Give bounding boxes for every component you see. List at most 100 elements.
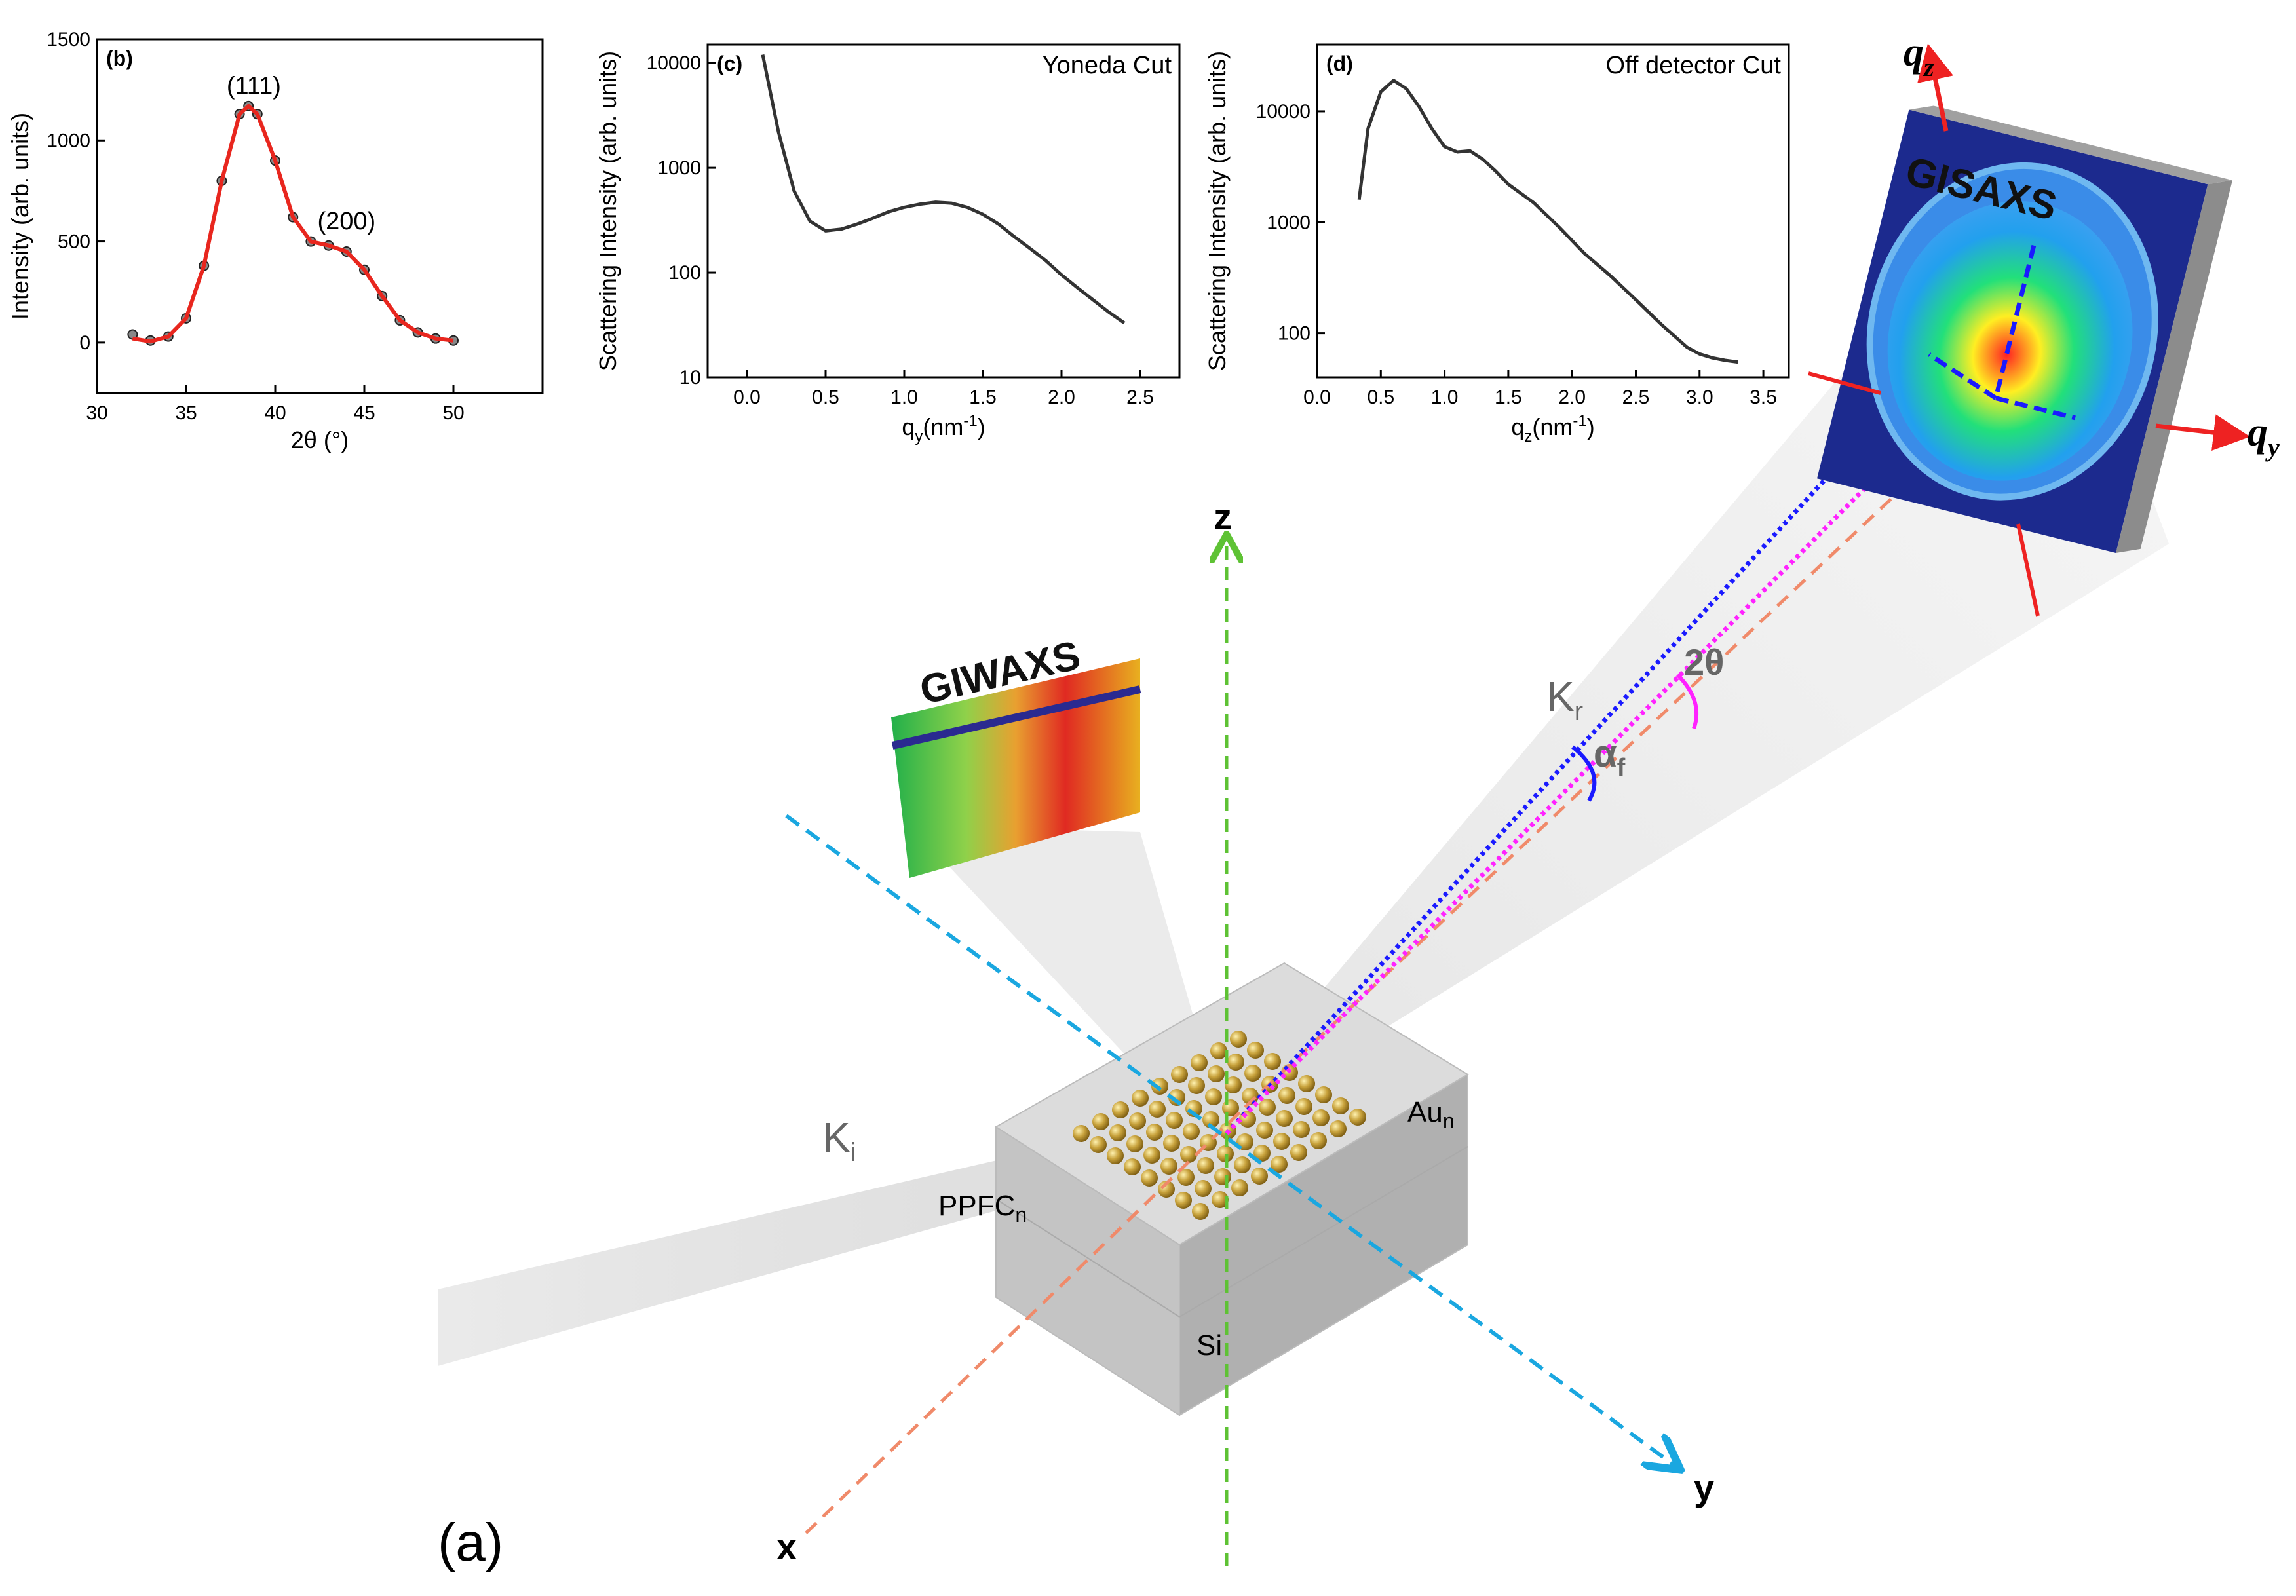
nanoparticle — [1273, 1133, 1290, 1150]
y-tick-label: 1500 — [47, 29, 90, 50]
y-axis-title: Scattering Intensity (arb. units) — [1204, 51, 1231, 371]
nanoparticle — [1109, 1124, 1126, 1141]
nanoparticle — [1225, 1076, 1242, 1093]
nanoparticle — [1256, 1122, 1273, 1139]
y-tick-label: 500 — [58, 231, 90, 253]
x-tick-label: 30 — [86, 402, 107, 424]
nanoparticle — [1332, 1097, 1349, 1114]
nanoparticle — [1208, 1065, 1225, 1082]
two-theta-beam — [1225, 411, 1942, 1135]
y-tick-label: 10000 — [1256, 101, 1311, 123]
qy-axis-arrow — [2155, 414, 2250, 451]
chart-panel-c: 0.0 0.5 1.0 1.5 2.0 2.5 10 100 1000 10000 qy(nm-1)… — [594, 43, 1181, 446]
ppfc-label: PPFCn — [938, 1190, 1027, 1226]
nanoparticle — [1073, 1125, 1090, 1142]
series-line-offdetector — [1357, 79, 1738, 364]
x-tick-label: 35 — [175, 402, 197, 424]
nanoparticle — [1315, 1086, 1332, 1103]
nanoparticle — [1195, 1180, 1212, 1197]
nanoparticle — [1293, 1121, 1310, 1138]
nanoparticle — [1192, 1203, 1209, 1220]
nanoparticle — [1349, 1109, 1366, 1126]
x-axis-title: 2θ (°) — [291, 427, 349, 453]
nanoparticle — [1259, 1099, 1276, 1116]
y-tick-label: 1000 — [47, 130, 90, 151]
x-tick-label: 0.5 — [812, 387, 839, 408]
x-tick-label: 0.0 — [1303, 387, 1331, 408]
nanoparticle — [1171, 1066, 1188, 1083]
y-tick-label: 10000 — [647, 52, 701, 74]
nanoparticle — [1312, 1109, 1330, 1126]
nanoparticle — [1175, 1192, 1192, 1209]
nanoparticle — [1092, 1113, 1109, 1130]
x-axis-title: qz(nm-1) — [1511, 412, 1594, 446]
y-tick-label: 1000 — [657, 157, 701, 179]
nanoparticle — [1295, 1098, 1312, 1115]
nanoparticle — [1168, 1089, 1185, 1106]
nanoparticle — [1205, 1088, 1222, 1105]
qy-label: qy — [2248, 410, 2280, 462]
nanoparticle — [1330, 1120, 1347, 1137]
ki-label: Ki — [822, 1114, 856, 1167]
peak-annotation: (200) — [317, 208, 375, 235]
x-tick-label: 1.0 — [1431, 387, 1459, 408]
y-tick-label: 100 — [668, 262, 701, 284]
x-tick-label: 2.0 — [1048, 387, 1075, 408]
x-tick-label: 50 — [442, 402, 464, 424]
panel-label: (d) — [1326, 52, 1353, 75]
plot-frame — [1316, 43, 1790, 379]
nanoparticle — [1149, 1101, 1166, 1118]
nanoparticle — [1129, 1112, 1146, 1130]
nanoparticle — [1166, 1112, 1183, 1129]
plot-frame — [706, 43, 1181, 379]
x-tick-label: 2.0 — [1558, 387, 1586, 408]
x-axis-label: x — [776, 1526, 797, 1567]
nanoparticle — [1253, 1145, 1271, 1162]
qz-axis-arrow — [1917, 43, 1953, 132]
nanoparticle — [1177, 1169, 1195, 1186]
y-axis — [785, 814, 1677, 1468]
nanoparticle — [1188, 1077, 1205, 1094]
x-tick-label: 2.5 — [1622, 387, 1650, 408]
nanoparticle — [1247, 1042, 1264, 1059]
kr-label: Kr — [1546, 673, 1583, 726]
nanoparticle — [1163, 1135, 1180, 1152]
nanoparticle — [1212, 1191, 1229, 1208]
nanoparticle — [1112, 1101, 1129, 1118]
nanoparticle — [1090, 1136, 1107, 1153]
x-tick-label: 3.5 — [1750, 387, 1777, 408]
nanoparticle — [1230, 1031, 1247, 1048]
nanoparticle — [1264, 1053, 1281, 1070]
nanoparticle — [1141, 1169, 1158, 1187]
y-tick-label: 1000 — [1267, 212, 1311, 233]
nanoparticle — [1197, 1157, 1214, 1174]
x-tick-label: 45 — [353, 402, 375, 424]
x-tick-label: 1.5 — [969, 387, 997, 408]
figure-label-a: (a) — [438, 1513, 503, 1572]
x-axis-title: qy(nm-1) — [902, 412, 985, 446]
nanoparticle — [1143, 1147, 1160, 1164]
nanoparticle — [1298, 1075, 1315, 1092]
two-theta-label: 2θ — [1684, 641, 1724, 683]
nanoparticle — [1158, 1181, 1175, 1198]
nanoparticle — [1214, 1168, 1231, 1185]
nanoparticle — [1126, 1135, 1143, 1152]
nanoparticle — [1151, 1078, 1168, 1095]
alpha-f-label: αf — [1594, 732, 1626, 782]
z-axis-label: z — [1214, 496, 1232, 537]
nanoparticle — [1217, 1145, 1234, 1162]
gisaxs-detector — [1817, 105, 2232, 554]
x-tick-label: 1.5 — [1495, 387, 1522, 408]
x-tick-label: 0.0 — [733, 387, 761, 408]
nanoparticle — [1210, 1042, 1227, 1059]
chart-title: Yoneda Cut — [1043, 52, 1172, 79]
giwaxs-detector — [891, 658, 1141, 878]
x-axis — [805, 1106, 1246, 1534]
nanoparticle — [1310, 1132, 1327, 1149]
nanoparticle — [1231, 1179, 1248, 1196]
nanoparticle — [1239, 1111, 1256, 1128]
si-label: Si — [1196, 1329, 1222, 1361]
detector-left-tick — [1808, 371, 1881, 395]
nanoparticle — [1278, 1087, 1295, 1104]
